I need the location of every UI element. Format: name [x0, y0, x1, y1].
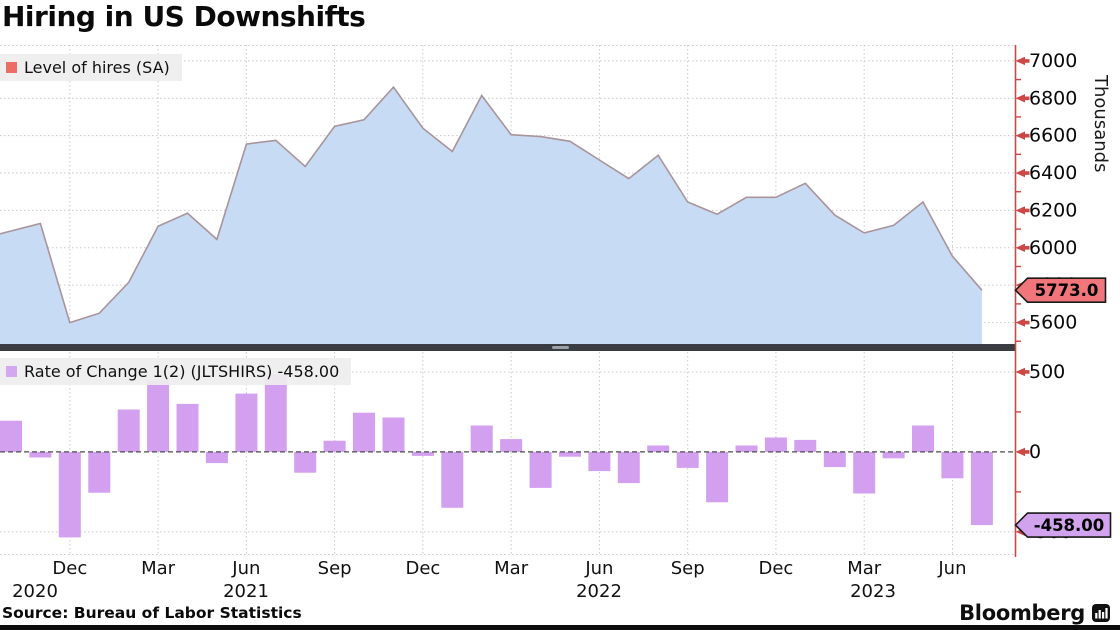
axis-tick-label: 6200: [1029, 199, 1077, 221]
value-badge: [1014, 277, 1107, 304]
bar: [500, 439, 523, 452]
y-axis-unit-label: Thousands: [1090, 75, 1111, 173]
bar: [588, 451, 611, 472]
bar: [941, 451, 964, 479]
footer: Source: Bureau of Labor Statistics Bloom…: [0, 601, 1120, 625]
bar: [470, 425, 493, 452]
bar: [529, 451, 552, 488]
bar: [970, 451, 993, 526]
x-axis-year-label: 2023: [850, 581, 896, 602]
x-axis-month-label: Dec: [52, 558, 88, 579]
axis-tick-label: 6800: [1029, 87, 1077, 109]
x-axis-month-label: Sep: [670, 558, 705, 579]
x-axis-month-label: Jun: [938, 558, 967, 579]
x-axis-month-label: Mar: [141, 558, 176, 579]
bar: [794, 439, 817, 452]
last-value-label-change: -458.00: [1034, 516, 1105, 535]
bar: [706, 451, 729, 503]
bar: [294, 451, 317, 473]
tick-arrow: [1015, 243, 1030, 253]
bar: [912, 425, 934, 452]
axis-tick-label: 5600: [1029, 312, 1077, 334]
tick-arrow: [1015, 168, 1030, 178]
bar: [176, 403, 199, 452]
x-axis-labels: Dec Mar Jun Sep Dec Mar Jun Sep Dec Mar Jun 2020 202…: [0, 555, 1020, 603]
tick-arrow: [1015, 206, 1030, 215]
bar: [882, 451, 905, 459]
bar: [147, 380, 170, 452]
source-note: Source: Bureau of Labor Statistics: [2, 604, 302, 622]
area-chart-panel: [0, 45, 1015, 345]
x-axis-month-label: Sep: [317, 558, 352, 579]
bar: [823, 451, 846, 468]
bar: [764, 437, 787, 452]
axis-tick-label: 6600: [1029, 125, 1077, 147]
panel-divider[interactable]: [0, 344, 1015, 351]
legend-swatch-purple: [6, 366, 17, 377]
legend-level-of-hires: Level of hires (SA): [0, 54, 182, 81]
bar: [264, 374, 287, 452]
x-axis-month-label: Dec: [405, 558, 441, 579]
bottom-border-bar: [0, 625, 1120, 630]
area-line: [0, 85, 983, 324]
bar: [441, 451, 464, 508]
page-title: Hiring in US Downshifts: [2, 0, 366, 33]
x-axis-month-label: Jun: [585, 558, 614, 579]
value-badge: [1014, 512, 1112, 538]
bloomberg-wordmark: Bloomberg: [959, 601, 1085, 625]
bar: [617, 451, 640, 484]
bar: [676, 451, 699, 468]
bar: [0, 420, 22, 452]
bar: [205, 451, 228, 464]
bar: [411, 451, 434, 456]
legend-swatch-red: [6, 62, 17, 73]
bloomberg-logo: Bloomberg: [959, 601, 1110, 625]
bar: [735, 445, 758, 452]
x-axis-year-label: 2021: [223, 581, 269, 602]
tick-arrow: [1015, 94, 1030, 103]
divider-drag-handle[interactable]: [552, 346, 569, 349]
tick-arrow: [1015, 367, 1030, 377]
right-value-axis: 56005800600062006400660068007000-5000500…: [1014, 45, 1112, 557]
x-axis-year-label: 2022: [576, 581, 622, 602]
bar: [853, 451, 876, 494]
x-axis-month-label: Mar: [494, 558, 529, 579]
tick-arrow: [1015, 447, 1030, 457]
bar: [117, 409, 140, 452]
bar: [647, 445, 670, 452]
bar: [382, 417, 405, 452]
last-value-label-hires: 5773.0: [1035, 281, 1099, 300]
x-axis-year-label: 2020: [12, 581, 58, 602]
x-axis-month-label: Mar: [847, 558, 882, 579]
legend-label: Rate of Change 1(2) (JLTSHIRS) -458.00: [24, 362, 340, 381]
x-axis-month-label: Jun: [232, 558, 261, 579]
legend-label: Level of hires (SA): [24, 58, 170, 77]
axis-tick-label: 6400: [1029, 162, 1077, 184]
area-fill: [0, 87, 982, 345]
bar: [323, 440, 346, 452]
bar-chart-panel: [0, 352, 1015, 555]
x-axis-month-label: Dec: [758, 558, 794, 579]
bar: [29, 451, 52, 458]
bar: [353, 412, 375, 452]
axis-tick-label: 7000: [1029, 50, 1077, 72]
legend-rate-of-change: Rate of Change 1(2) (JLTSHIRS) -458.00: [0, 358, 352, 385]
tick-arrow: [1015, 56, 1030, 66]
axis-tick-label: 500: [1029, 361, 1065, 383]
bar: [58, 451, 81, 538]
axis-tick-label: 6000: [1029, 237, 1077, 259]
axis-tick-label: 0: [1029, 441, 1041, 463]
bar-chart-icon: [1092, 604, 1110, 622]
bar: [235, 393, 258, 452]
tick-arrow: [1015, 318, 1030, 327]
bar: [88, 451, 111, 493]
bar: [559, 451, 581, 457]
tick-arrow: [1015, 131, 1030, 140]
